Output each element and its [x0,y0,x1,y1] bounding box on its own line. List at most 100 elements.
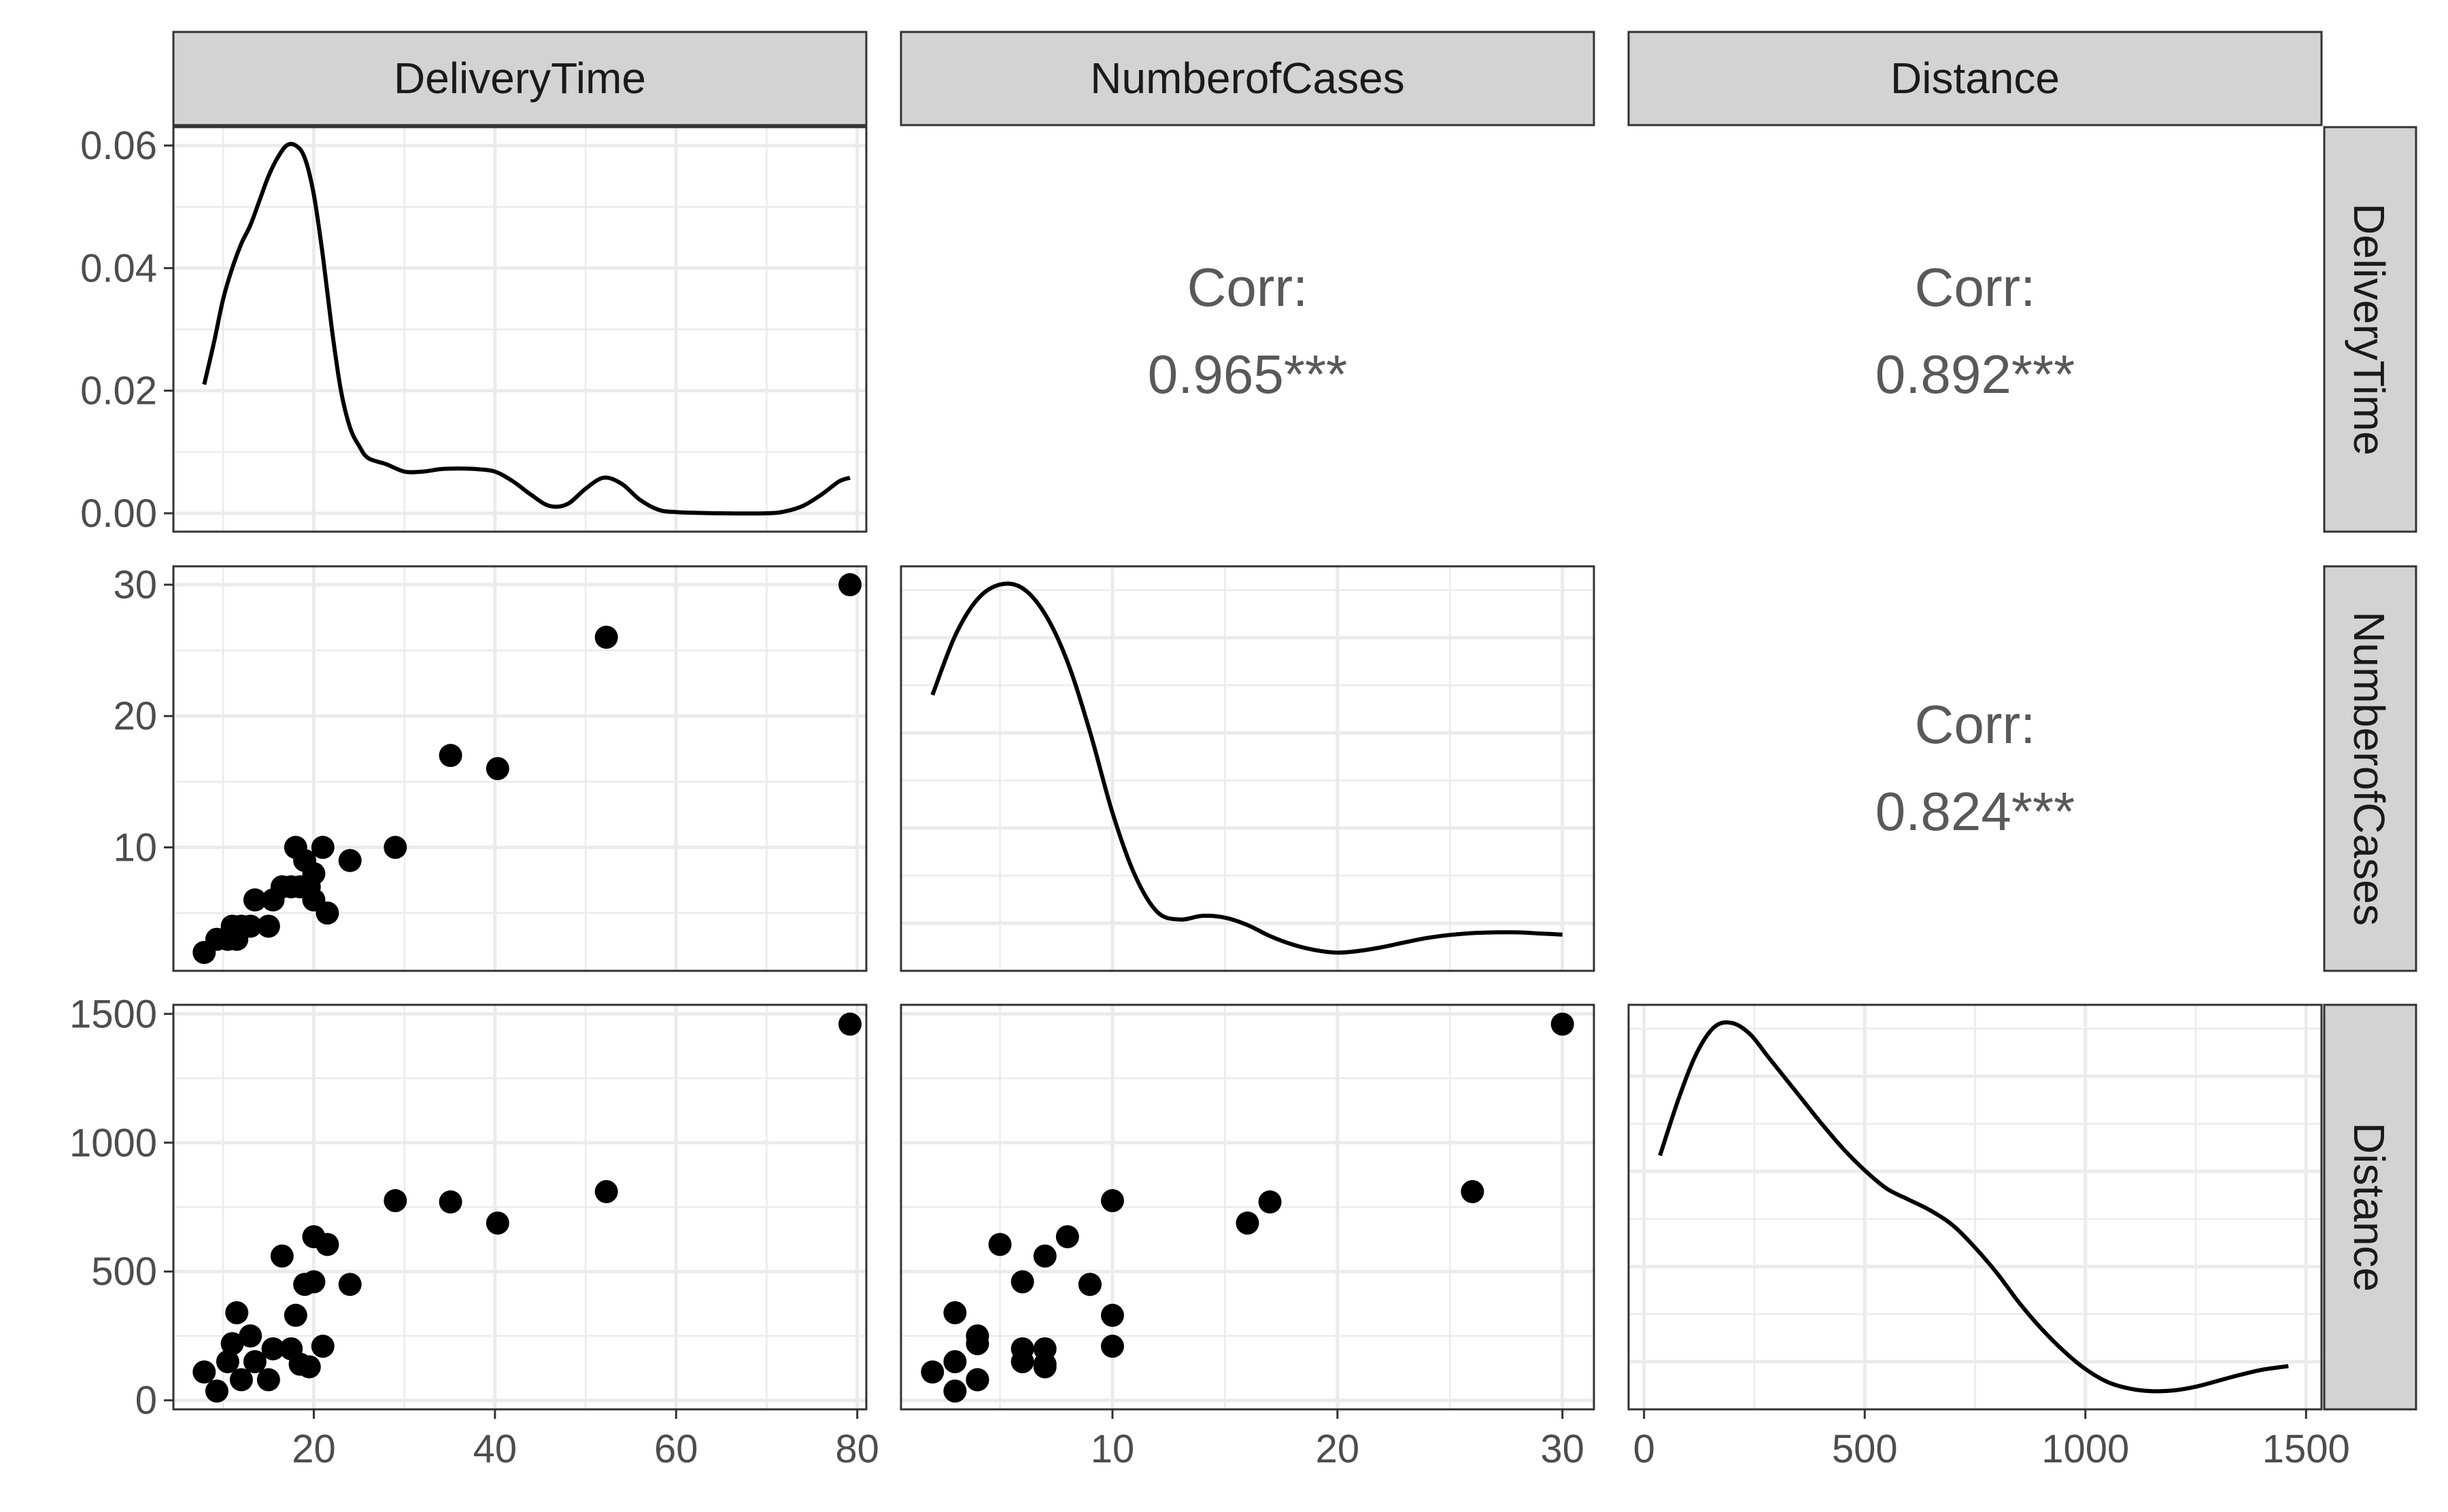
scatter-point [220,1332,244,1356]
density-curve-deliverytime [202,141,851,516]
strip-col-distance: Distance [1627,31,2323,126]
density-curve-distance [1658,1020,2289,1394]
panel-border [172,126,868,533]
strip-row-numberofcases-label: NumberofCases [2345,611,2394,925]
y-tick-label: 1000 [69,1121,157,1165]
scatter-point [311,836,335,859]
strip-col-numberofcases-label: NumberofCases [1090,54,1404,103]
x-tick-label: 1500 [2262,1427,2350,1471]
scatter-point [338,1273,362,1296]
scatter-point [205,1379,228,1403]
panel-deliverytime-deliverytime: 0.00 0.02 0.04 0.06 [80,124,868,536]
scatter-point [297,1355,321,1379]
corr-value: 0.892*** [1875,344,2075,405]
panel-border [900,1003,1595,1411]
scatter-point [1078,1273,1102,1296]
scatter-point [988,1233,1012,1256]
strip-row-distance: Distance [2323,1003,2417,1411]
scatter-point [384,1189,407,1213]
scatter-point [192,1360,216,1384]
corr-label: Corr: [1187,257,1308,317]
x-tick-label: 1000 [2041,1427,2129,1471]
panel-border [900,565,1595,972]
scatter-point [384,836,407,859]
panel-border [172,565,868,972]
scatter-point [302,862,326,886]
scatter-point [943,1379,967,1403]
panels: 0.00 0.02 0.04 0.06 10 20 30 20 40 60 80 0 500 1000 15… [69,124,2350,1471]
x-tick-label: 0 [1633,1427,1655,1471]
panel-distance-distance: 0 500 1000 1500 [1627,1003,2350,1471]
scatter-point [302,1270,326,1294]
panel-numberofcases-numberofcases [900,565,1595,972]
y-tick-label: 0 [135,1379,157,1423]
x-tick-label: 10 [1091,1427,1135,1471]
scatter-point [1236,1211,1259,1235]
scatter-point [256,914,280,938]
panel-distance-deliverytime: 20 40 60 80 0 500 1000 1500 [69,992,879,1471]
strip-row-deliverytime: DeliveryTime [2323,126,2417,533]
scatter-point [921,1360,945,1384]
scatter-point [1055,1225,1079,1249]
scatter-point [229,1368,253,1392]
scatter-point [216,1350,239,1373]
scatter-point [1010,1270,1034,1294]
corr-value: 0.965*** [1148,344,1348,405]
scatter-point [316,901,339,925]
scatter-point [966,1324,989,1347]
corr-label: Corr: [1915,257,2036,317]
x-tick-label: 60 [654,1427,698,1471]
panel-border [1627,1003,2323,1411]
panel-background [173,566,866,971]
x-tick-label: 80 [835,1427,879,1471]
scatter-point [243,888,267,912]
scatter-point [311,1335,335,1358]
scatter-point [1461,1180,1484,1203]
corr-deliverytime-distance: Corr: 0.892*** [1875,257,2075,405]
panel-grid [901,566,1594,971]
x-tick-label: 20 [1316,1427,1360,1471]
scatter-point [239,914,262,938]
y-tick-label: 1500 [69,992,157,1036]
scatter-point [261,1337,285,1360]
scatter-point [1033,1355,1057,1379]
panel-border [172,1003,868,1411]
corr-value: 0.824*** [1875,781,2075,842]
panel-grid [901,1005,1594,1409]
y-tick-label: 0.02 [80,369,157,413]
scatter-point [943,1301,967,1324]
scatter-point [486,1211,509,1235]
scatter-point [838,1012,862,1036]
scatter-point [1010,1337,1034,1360]
scatter-point [1550,1012,1574,1036]
corr-label: Corr: [1915,694,2036,755]
scatter-point [316,1233,339,1256]
facet-strips: DeliveryTime NumberofCases Distance Deli… [172,31,2417,1411]
panel-distance-numberofcases: 10 20 30 [900,1003,1595,1471]
x-tick-label: 500 [1832,1427,1898,1471]
scatter-point [1100,1189,1124,1213]
y-tick-label: 10 [113,825,157,870]
scatter-point [1033,1244,1057,1268]
corr-numberofcases-distance: Corr: 0.824*** [1875,694,2075,842]
x-tick-label: 20 [292,1427,336,1471]
panel-grid [1629,1005,2322,1409]
panel-numberofcases-deliverytime: 10 20 30 [113,563,868,972]
corr-deliverytime-numberofcases: Corr: 0.965*** [1148,257,1348,405]
strip-col-deliverytime: DeliveryTime [172,31,868,126]
scatter-point [225,1301,249,1324]
scatter-point [243,1350,267,1373]
scatter-point [1100,1335,1124,1358]
scatter-point [594,625,618,649]
strip-col-distance-label: Distance [1890,54,2060,103]
y-tick-label: 30 [113,563,157,607]
scatter-point [439,1190,462,1214]
y-tick-label: 20 [113,694,157,738]
strip-row-deliverytime-label: DeliveryTime [2345,203,2394,456]
scatter-point [284,1303,307,1327]
scatter-point [256,1368,280,1392]
scatter-point [239,1324,262,1347]
x-tick-label: 40 [473,1427,517,1471]
scatter-point [943,1350,967,1373]
